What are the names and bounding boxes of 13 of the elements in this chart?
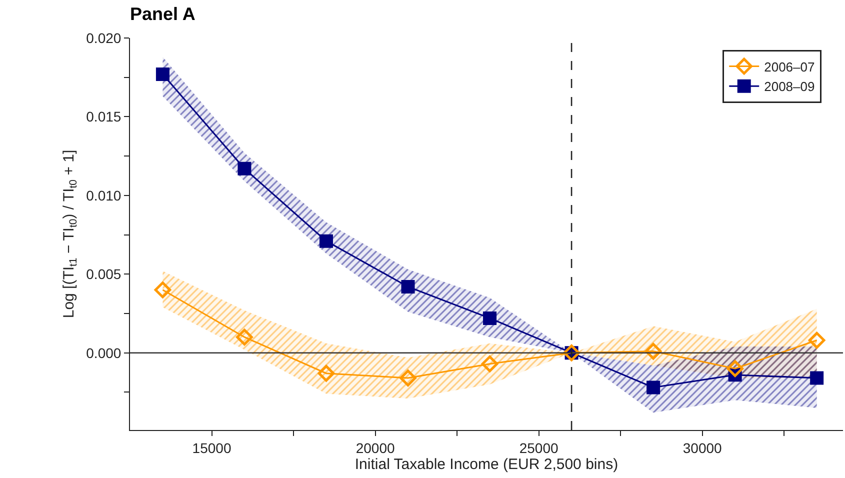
x-tick-label: 30000 [682,440,722,456]
x-tick-label: 20000 [356,440,395,456]
legend-label: 2008–09 [764,79,815,94]
x-tick-label: 15000 [192,440,232,456]
y-tick-label: 0.005 [86,266,122,282]
chart-title: Panel A [130,4,196,24]
y-tick-label: 0.015 [86,108,122,125]
x-axis-title: Initial Taxable Income (EUR 2,500 bins) [354,456,618,473]
x-tick-label: 25000 [519,440,559,456]
y-tick-label: 0.020 [86,30,122,46]
y-tick-label: 0.000 [86,344,122,361]
legend-label: 2006–07 [764,59,815,74]
y-tick-label: 0.010 [86,187,122,204]
